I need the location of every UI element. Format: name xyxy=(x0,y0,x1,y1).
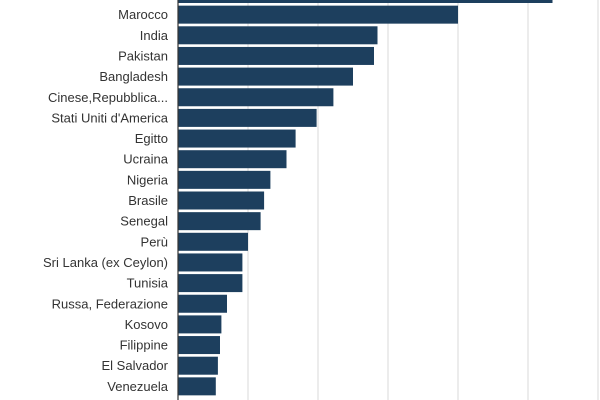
bar-5 xyxy=(178,88,334,107)
category-label-17: Filippine xyxy=(120,338,168,353)
bar-12 xyxy=(178,232,248,251)
bar-1 xyxy=(178,5,458,24)
bar-0 xyxy=(178,0,553,3)
bar-9 xyxy=(178,170,271,189)
bar-16 xyxy=(178,315,222,334)
category-label-4: Bangladesh xyxy=(99,69,168,84)
category-label-11: Senegal xyxy=(120,214,168,229)
bar-19 xyxy=(178,377,216,396)
bar-8 xyxy=(178,150,287,169)
bar-18 xyxy=(178,356,218,375)
category-label-19: Venezuela xyxy=(107,379,168,394)
category-label-14: Tunisia xyxy=(127,276,169,291)
bar-layer xyxy=(178,0,553,396)
category-label-6: Stati Uniti d'America xyxy=(51,110,168,125)
category-label-2: India xyxy=(140,28,169,43)
category-label-18: El Salvador xyxy=(102,358,169,373)
bar-3 xyxy=(178,46,374,65)
bar-10 xyxy=(178,191,265,210)
category-label-16: Kosovo xyxy=(125,317,168,332)
bar-2 xyxy=(178,26,378,45)
label-layer: Marocco India Pakistan Bangladesh Cinese,Rep… xyxy=(43,7,169,394)
bar-4 xyxy=(178,67,353,86)
category-label-10: Brasile xyxy=(128,193,168,208)
category-label-5: Cinese,Repubblica... xyxy=(48,90,168,105)
category-label-13: Sri Lanka (ex Ceylon) xyxy=(43,255,168,270)
category-label-9: Nigeria xyxy=(127,172,169,187)
bar-15 xyxy=(178,294,227,313)
bar-7 xyxy=(178,129,296,148)
bar-14 xyxy=(178,274,243,293)
category-label-1: Marocco xyxy=(118,7,168,22)
category-label-3: Pakistan xyxy=(118,48,168,63)
category-label-7: Egitto xyxy=(135,131,168,146)
grid-layer xyxy=(247,0,599,400)
bar-13 xyxy=(178,253,243,272)
bar-11 xyxy=(178,212,261,231)
category-label-12: Perù xyxy=(141,234,168,249)
category-label-15: Russa, Federazione xyxy=(52,296,168,311)
category-label-8: Ucraina xyxy=(123,152,169,167)
bar-17 xyxy=(178,336,220,355)
bar-6 xyxy=(178,108,317,127)
